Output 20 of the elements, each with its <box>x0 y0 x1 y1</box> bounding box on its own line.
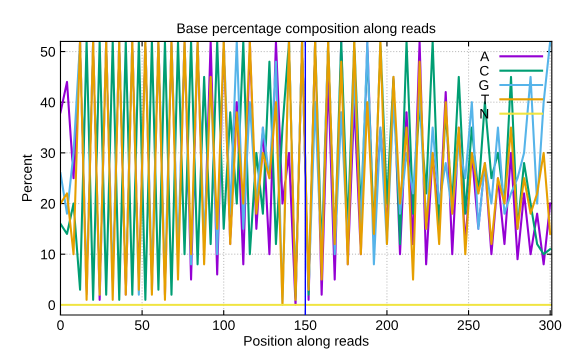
chart-title: Base percentage composition along reads <box>178 23 436 36</box>
y-tick-label: 0 <box>48 300 56 310</box>
x-tick-label: 150 <box>294 320 316 330</box>
x-axis-title: Position along reads <box>244 336 369 349</box>
y-tick-label: 50 <box>40 46 56 57</box>
y-tick-label: 20 <box>40 198 56 209</box>
legend-label: T <box>481 94 489 104</box>
x-tick-label: 300 <box>539 320 562 330</box>
legend-label: G <box>479 80 488 90</box>
y-tick-label: 40 <box>40 98 56 108</box>
y-tick-label: 30 <box>40 148 56 158</box>
x-tick-label: 250 <box>458 320 480 330</box>
x-tick-label: 100 <box>213 320 235 330</box>
y-axis-title: Percent <box>22 154 32 201</box>
legend-label: C <box>480 66 489 76</box>
x-tick-label: 0 <box>57 320 64 330</box>
x-tick-label: 200 <box>376 320 398 330</box>
y-tick-label: 10 <box>41 250 56 260</box>
x-tick-label: 50 <box>134 320 150 330</box>
legend-label: A <box>480 52 490 62</box>
